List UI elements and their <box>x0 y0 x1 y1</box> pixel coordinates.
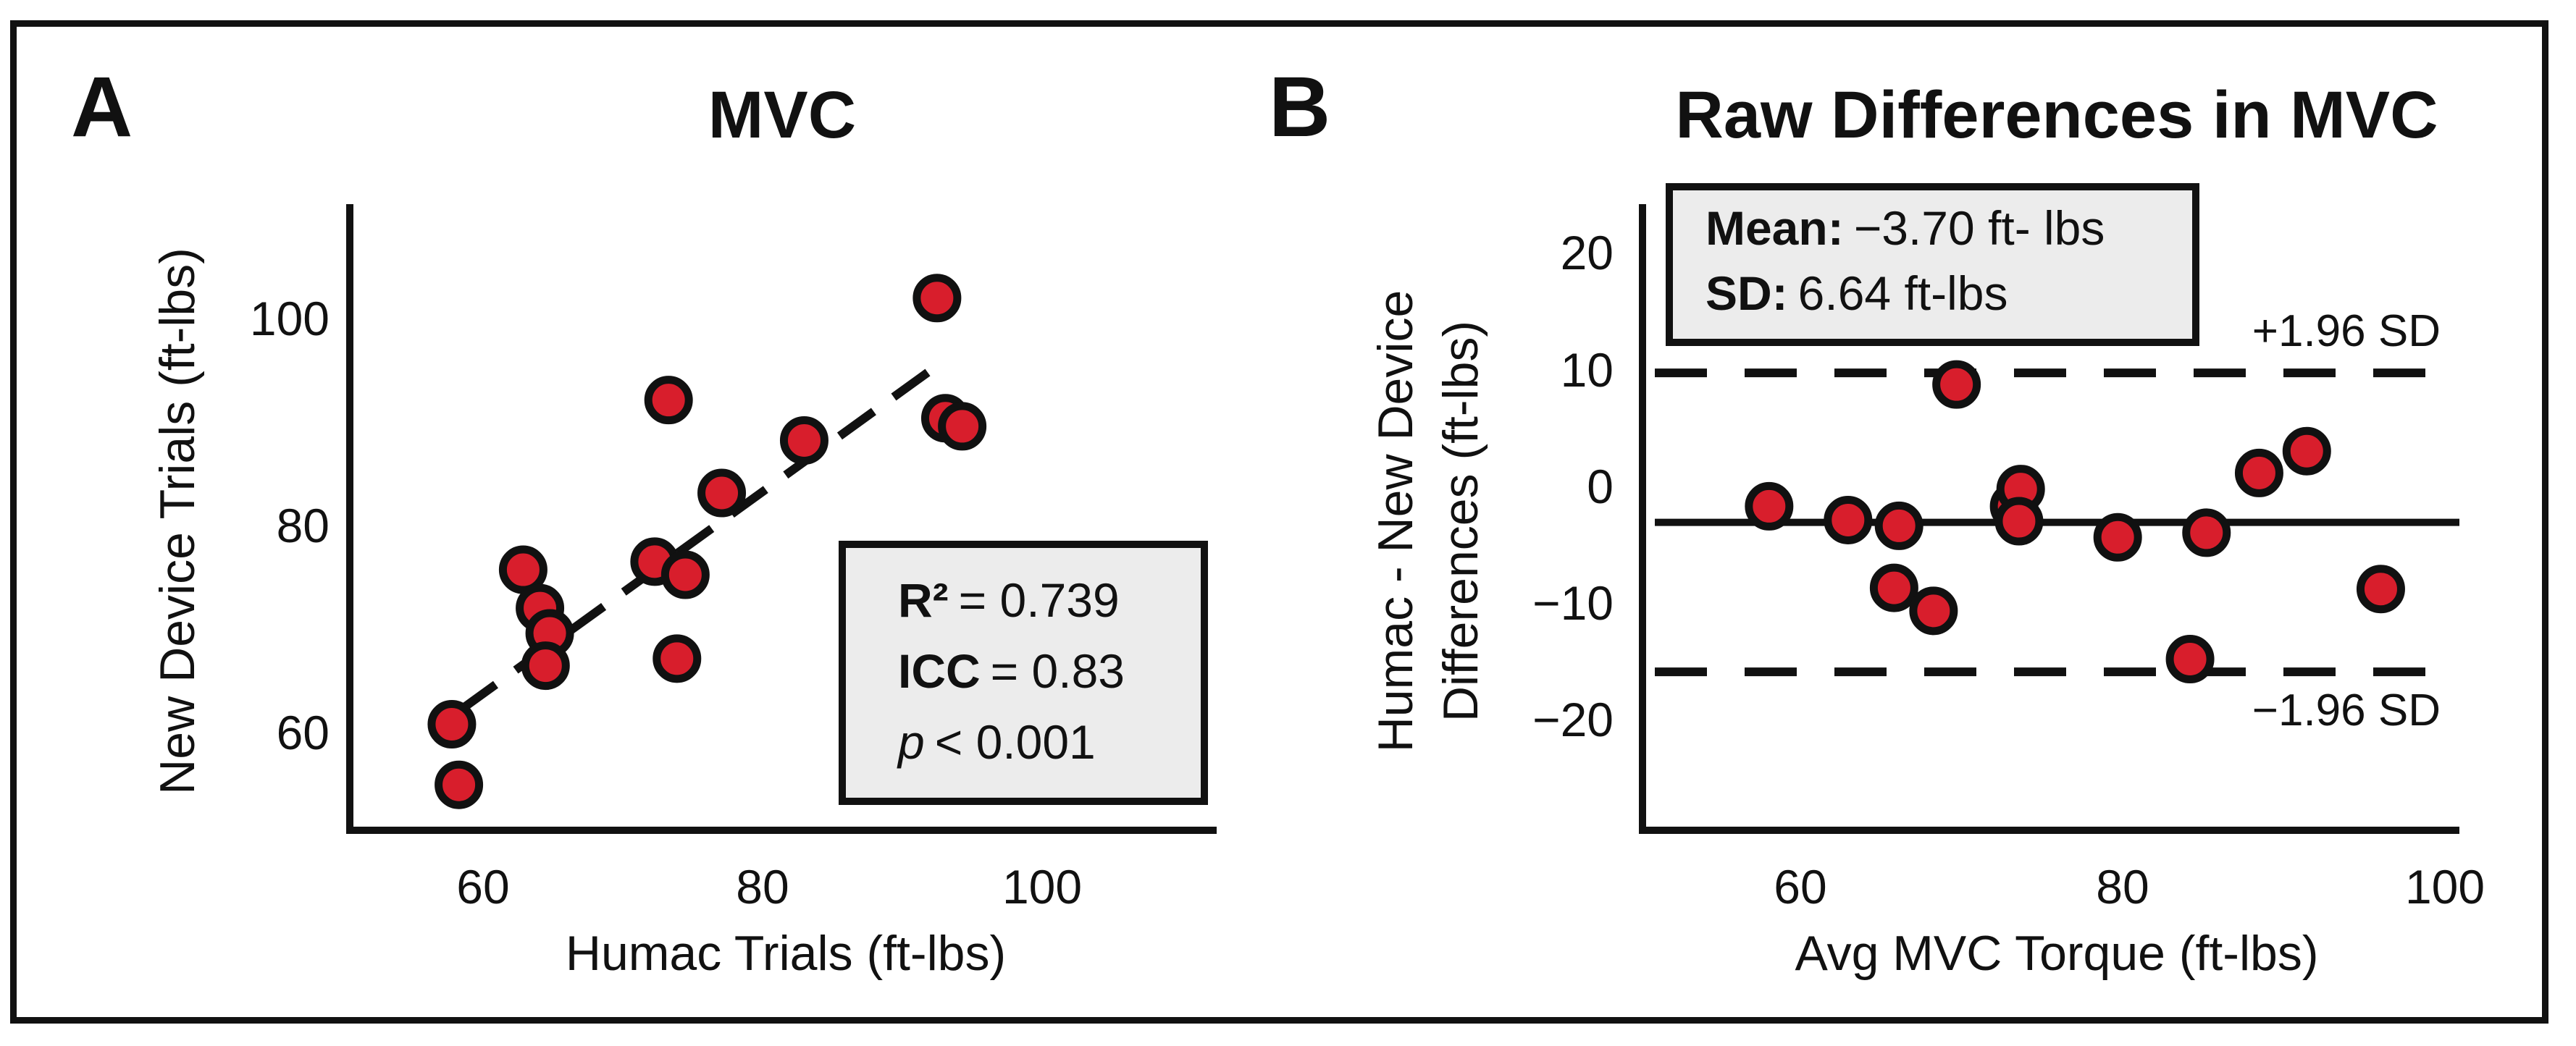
panel-a-x-tick: 80 <box>736 860 789 914</box>
panel-b-data-point <box>1869 563 1918 612</box>
panel-b-y-tick: 20 <box>1561 226 1614 279</box>
panel-a-data-point <box>697 468 747 518</box>
panel-a-x-tick: 60 <box>456 860 509 914</box>
panel-a-y-tick-labels: 100 80 60 <box>250 292 330 759</box>
panel-b-data-point <box>2282 426 2331 476</box>
panel-b-y-axis-label-line1: Humac - New Device <box>1368 290 1423 753</box>
panel-b-upper-limit-label: +1.96 SD <box>2252 306 2441 356</box>
panel-a-stats-box: R² = 0.739 ICC = 0.83 p < 0.001 <box>839 541 1208 805</box>
panel-b-y-tick: 0 <box>1587 460 1614 513</box>
panel-a-points <box>427 274 987 809</box>
panel-b-y-tick-labels: 20 10 0 −10 −20 <box>1532 226 1614 746</box>
panel-b-stats-box: Mean: −3.70 ft- lbs SD: 6.64 ft-lbs <box>1666 183 2199 346</box>
panel-b-data-point <box>2234 448 2283 497</box>
panel-b-data-point <box>2182 508 2231 557</box>
panel-b-x-tick: 60 <box>1774 860 1826 914</box>
panel-a-y-tick: 80 <box>277 499 330 552</box>
panel-a-x-tick: 100 <box>1002 860 1082 914</box>
panel-b-data-point <box>1994 497 2044 546</box>
panel-b-data-point <box>1909 586 1958 636</box>
panel-b-title: Raw Differences in MVC <box>1675 78 2438 152</box>
panel-b-data-point <box>1874 501 1923 550</box>
panel-a-y-tick: 100 <box>250 292 330 345</box>
panel-a-data-point <box>435 760 484 809</box>
panel-b-y-axis-label-line2: Differences (ft-lbs) <box>1433 321 1488 722</box>
panel-b-y-tick: −10 <box>1532 576 1614 630</box>
panel-b-points <box>1745 360 2405 684</box>
panel-b-data-point <box>1932 360 1981 409</box>
panel-b-data-point <box>2356 565 2405 614</box>
panel-b-mean: Mean: −3.70 ft- lbs <box>1706 201 2105 255</box>
panel-b-data-point <box>2165 635 2215 684</box>
panel-b-y-tick: 10 <box>1561 343 1614 397</box>
panel-a-title: MVC <box>708 78 856 152</box>
panel-b-stats-box-bg <box>1666 183 2199 346</box>
panel-b-x-tick-labels: 60 80 100 <box>1774 860 2485 914</box>
panel-b: B Raw Differences in MVC 20 10 0 −10 −20… <box>1269 59 2485 981</box>
panel-b-y-tick: −20 <box>1532 693 1614 746</box>
panel-b-data-point <box>1745 481 1794 531</box>
panel-a-data-point <box>938 402 987 451</box>
panel-a-data-point <box>498 545 547 594</box>
panel-b-x-tick: 100 <box>2405 860 2485 914</box>
panel-a-r2: R² = 0.739 <box>898 573 1120 627</box>
panel-a-data-point <box>644 376 693 425</box>
panel-b-x-axis-label: Avg MVC Torque (ft-lbs) <box>1795 926 2318 981</box>
panel-a-data-point <box>912 274 962 323</box>
panel-a-data-point <box>653 634 702 683</box>
panel-a-data-point <box>660 550 710 599</box>
panel-a-data-point <box>779 416 828 465</box>
panel-a-icc: ICC = 0.83 <box>898 644 1125 698</box>
panel-a-stats-box-bg <box>839 541 1208 805</box>
panel-a-data-point <box>427 700 477 749</box>
panel-a-x-axis-label: Humac Trials (ft-lbs) <box>566 926 1006 981</box>
figure-frame <box>10 20 2548 1024</box>
panel-b-data-point <box>2093 513 2142 562</box>
panel-b-letter: B <box>1269 59 1330 155</box>
panel-a-p-value: p < 0.001 <box>897 715 1096 769</box>
panel-b-sd: SD: 6.64 ft-lbs <box>1706 266 2008 320</box>
panel-a-y-tick: 60 <box>277 706 330 759</box>
panel-a-letter: A <box>71 59 133 155</box>
panel-a-y-axis-label: New Device Trials (ft-lbs) <box>150 248 205 795</box>
panel-a: A MVC 100 80 60 60 80 100 Humac Trials (… <box>71 59 1217 981</box>
panel-a-data-point <box>521 641 570 691</box>
panel-b-data-point <box>1824 495 1873 544</box>
panel-b-lower-limit-label: −1.96 SD <box>2252 686 2441 735</box>
panel-a-x-tick-labels: 60 80 100 <box>456 860 1082 914</box>
panel-b-x-tick: 80 <box>2096 860 2149 914</box>
